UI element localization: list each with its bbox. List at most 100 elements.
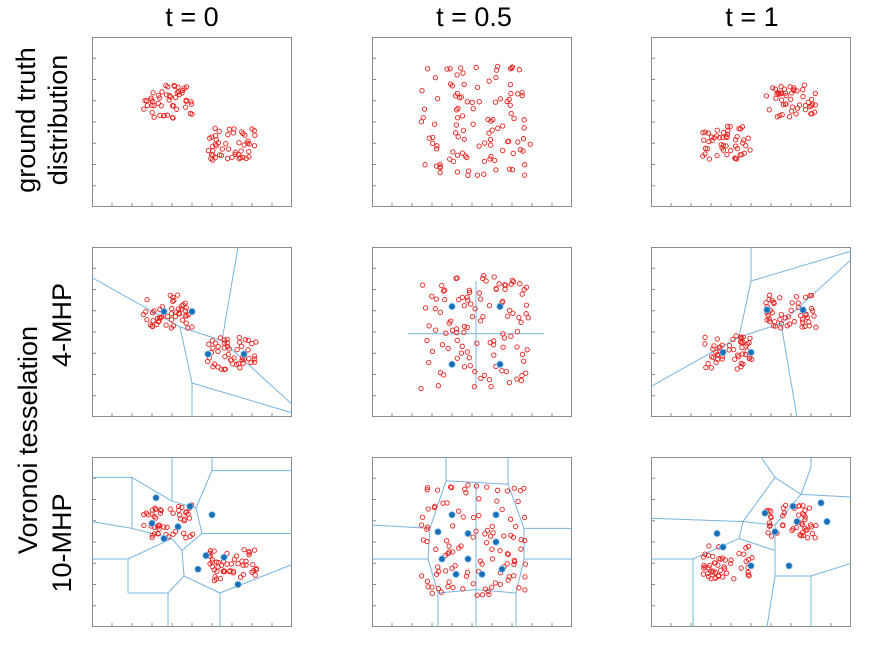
sample-point: [177, 512, 183, 518]
hypothesis-center: [492, 538, 500, 546]
sample-point: [745, 572, 751, 578]
sample-point: [444, 538, 450, 544]
sample-point: [215, 343, 221, 350]
sample-point: [167, 506, 173, 512]
sample-point: [518, 546, 524, 552]
sample-point: [221, 568, 227, 574]
sample-point: [734, 366, 740, 372]
sample-point: [448, 485, 455, 491]
sample-point: [480, 275, 486, 282]
sample-point: [719, 555, 726, 561]
sample-point: [477, 558, 483, 564]
panel-r2-c0: [92, 457, 292, 627]
sample-point: [166, 97, 172, 103]
sample-point: [495, 63, 501, 70]
hypothesis-center: [434, 528, 442, 536]
sample-point: [495, 487, 501, 493]
sample-point: [521, 125, 527, 131]
sample-point: [809, 530, 815, 537]
sample-point: [443, 568, 449, 574]
sample-point: [509, 277, 515, 284]
sample-point: [476, 99, 482, 105]
sample-point: [418, 385, 424, 392]
sample-point: [437, 369, 444, 376]
sample-point: [176, 507, 182, 513]
sample-point: [226, 346, 232, 352]
sample-point: [212, 340, 219, 346]
sample-point: [212, 125, 218, 131]
sample-point: [492, 580, 499, 586]
sample-point: [156, 526, 162, 532]
sample-point: [732, 137, 739, 143]
sample-point: [235, 152, 241, 158]
sample-point: [728, 147, 734, 154]
hypothesis-center: [817, 499, 825, 507]
sample-point: [215, 348, 221, 355]
sample-point: [234, 346, 240, 353]
sample-point: [225, 146, 232, 152]
sample-point: [774, 114, 780, 120]
sample-point: [465, 482, 471, 488]
sample-point: [711, 343, 717, 349]
sample-point: [460, 586, 466, 592]
sample-point: [252, 572, 258, 578]
sample-point: [424, 487, 430, 493]
sample-point: [798, 533, 804, 539]
sample-point: [514, 328, 521, 335]
sample-point: [141, 106, 147, 112]
sample-point: [432, 74, 439, 81]
sample-point: [145, 512, 151, 518]
sample-point: [183, 84, 190, 90]
sample-point: [452, 563, 458, 569]
sample-point: [491, 352, 497, 358]
sample-point: [450, 549, 456, 555]
sample-point: [774, 91, 780, 97]
row-label-ground-truth-line1: ground truth: [11, 47, 41, 193]
sample-point: [487, 156, 493, 162]
sample-point: [763, 93, 770, 99]
sample-point: [523, 311, 529, 317]
sample-point: [812, 102, 818, 108]
sample-point: [735, 352, 741, 358]
plot-area: [700, 82, 818, 162]
voronoi-edge: [219, 563, 292, 594]
hypothesis-center: [186, 502, 194, 510]
sample-point: [487, 339, 493, 346]
sample-point: [522, 162, 528, 168]
sample-point: [508, 110, 514, 117]
sample-point: [154, 315, 161, 322]
sample-point: [456, 545, 462, 551]
sample-point: [150, 310, 156, 316]
sample-point: [514, 344, 520, 350]
sample-point: [180, 302, 186, 308]
sample-point: [218, 562, 225, 569]
sample-point: [434, 143, 440, 149]
sample-point: [454, 90, 460, 97]
sample-point: [440, 288, 447, 294]
scatter-r1-c1: [372, 247, 572, 417]
sample-point: [813, 324, 819, 330]
sample-point: [488, 153, 494, 160]
sample-point: [471, 384, 478, 390]
sample-point: [713, 359, 719, 366]
sample-point: [245, 138, 251, 144]
sample-point: [251, 127, 257, 134]
sample-point: [786, 321, 793, 327]
sample-point: [478, 375, 484, 381]
sample-point: [766, 315, 772, 322]
sample-point: [809, 101, 816, 107]
voronoi-edge: [738, 323, 782, 338]
sample-point: [521, 286, 527, 293]
sample-point: [799, 324, 805, 330]
sample-point: [477, 318, 484, 324]
sample-point: [782, 315, 788, 321]
sample-point: [447, 66, 453, 72]
sample-point: [185, 511, 191, 517]
sample-point: [793, 294, 800, 300]
sample-point: [249, 340, 255, 347]
sample-point: [151, 114, 157, 120]
sample-point: [515, 139, 521, 145]
sample-point: [506, 379, 513, 386]
hypothesis-center: [160, 535, 168, 543]
sample-point: [242, 132, 248, 138]
